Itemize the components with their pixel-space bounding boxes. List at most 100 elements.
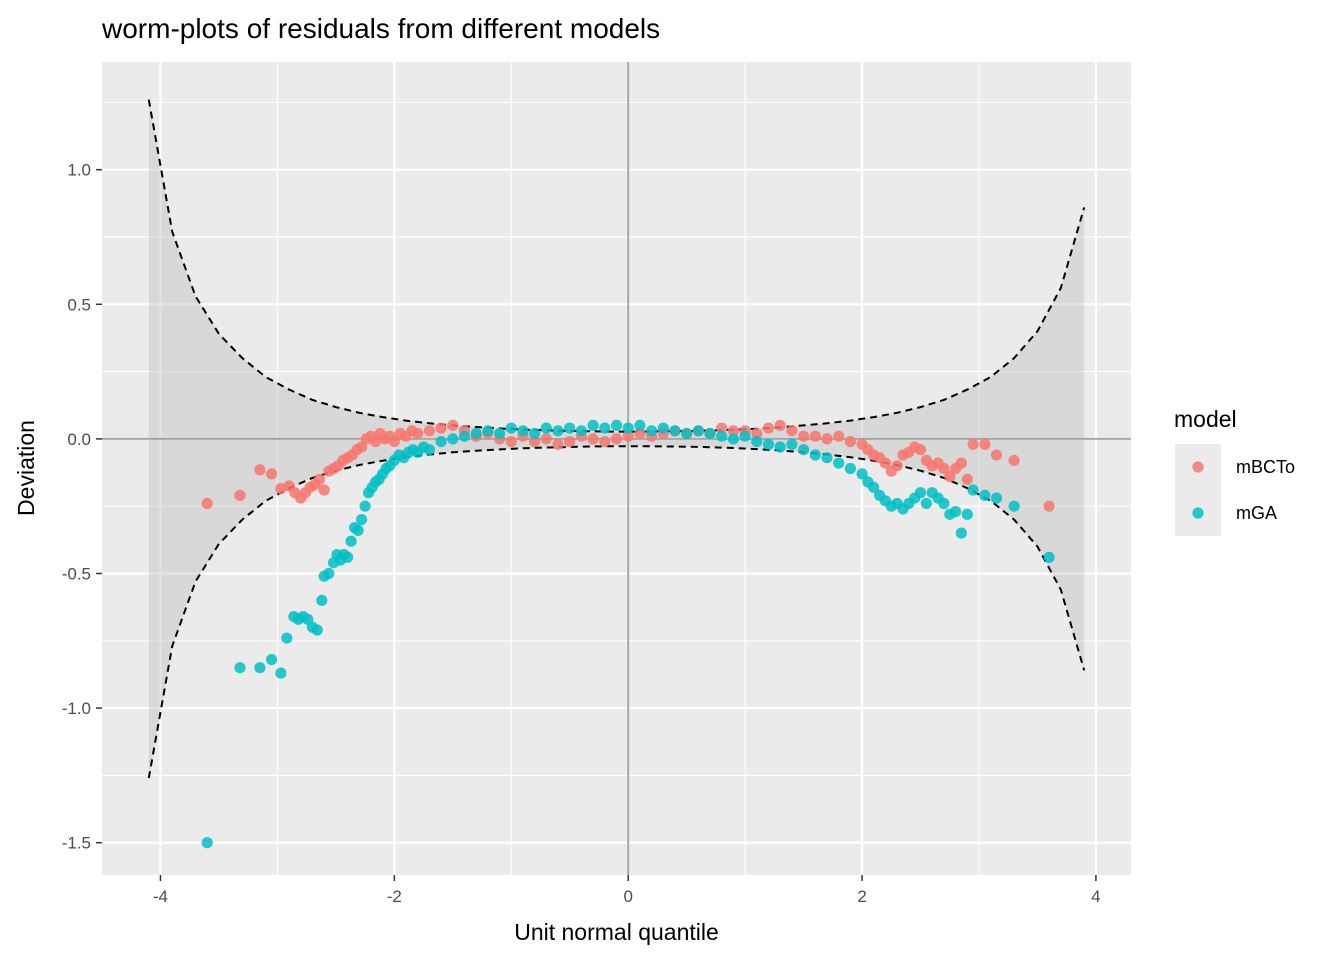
point-mBCTo-41 — [529, 436, 541, 448]
y-tick-label-0: -1.5 — [62, 834, 91, 853]
legend-item-mBCTo: mBCTo — [1175, 444, 1295, 490]
point-mGA-68 — [762, 438, 775, 450]
point-mBCTo-63 — [786, 425, 798, 437]
point-mBCTo-58 — [727, 425, 740, 437]
point-mGA-87 — [920, 497, 933, 510]
point-mBCTo-23 — [370, 436, 382, 448]
point-mGA-4 — [275, 667, 287, 679]
x-tick-label-2: 0 — [623, 887, 632, 906]
point-mBCTo-68 — [844, 436, 857, 448]
point-mBCTo-48 — [610, 433, 623, 445]
point-mBCTo-87 — [961, 473, 973, 485]
point-mGA-70 — [786, 438, 798, 450]
point-mGA-90 — [938, 497, 950, 510]
legend-item-mGA: mGA — [1175, 490, 1277, 536]
point-mGA-42 — [458, 430, 471, 442]
point-mBCTo-47 — [599, 436, 611, 448]
point-mGA-45 — [494, 427, 506, 440]
point-mGA-76 — [856, 468, 868, 480]
point-mGA-49 — [540, 422, 552, 434]
point-mBCTo-33 — [435, 422, 447, 434]
point-mGA-43 — [470, 427, 482, 440]
point-mBCTo-11 — [313, 473, 326, 485]
point-mGA-5 — [281, 632, 293, 644]
chart-title: worm-plots of residuals from different m… — [101, 13, 660, 44]
point-mBCTo-79 — [914, 444, 927, 456]
point-mGA-46 — [505, 422, 517, 434]
point-mBCTo-43 — [552, 438, 564, 450]
point-mBCTo-2 — [254, 464, 266, 476]
point-mGA-59 — [657, 422, 669, 434]
point-mGA-57 — [634, 419, 646, 431]
point-mGA-73 — [821, 452, 833, 464]
point-mGA-95 — [967, 484, 979, 496]
x-axis-title: Unit normal quantile — [514, 919, 719, 945]
point-mGA-71 — [798, 444, 810, 456]
legend-key-mGA — [1192, 507, 1204, 519]
x-tick-label-0: -4 — [153, 887, 168, 906]
y-axis-ticks: -1.5 -1.0 -0.5 0.0 0.5 1.0 — [62, 161, 102, 853]
legend-label-mBCTo: mBCTo — [1236, 457, 1295, 477]
legend-label-mGA: mGA — [1236, 503, 1277, 523]
lower-band-line — [147, 445, 1086, 779]
point-mGA-72 — [809, 449, 821, 461]
point-mBCTo-64 — [798, 430, 810, 442]
point-mGA-69 — [774, 441, 786, 453]
point-mBCTo-83 — [938, 462, 950, 475]
point-mBCTo-61 — [762, 422, 775, 434]
points-layer — [201, 419, 1055, 849]
point-mBCTo-20 — [356, 441, 368, 453]
point-mGA-58 — [646, 425, 658, 437]
point-mBCTo-46 — [587, 433, 599, 445]
point-mBCTo-67 — [833, 430, 845, 442]
upper-band-line — [147, 99, 1086, 433]
point-mGA-55 — [610, 419, 623, 431]
point-mBCTo-12 — [318, 484, 330, 496]
point-mGA-98 — [1008, 500, 1020, 512]
point-mGA-54 — [599, 422, 611, 434]
point-mGA-12 — [316, 594, 328, 607]
point-mGA-0 — [201, 837, 213, 849]
point-mBCTo-39 — [505, 436, 517, 448]
point-mBCTo-90 — [990, 449, 1003, 461]
minor-gridlines — [102, 62, 1131, 875]
y-axis-title: Deviation — [13, 420, 39, 516]
point-mGA-52 — [575, 425, 588, 437]
point-mGA-53 — [587, 419, 599, 431]
point-mGA-86 — [914, 487, 927, 499]
x-axis-ticks: -4 -2 0 2 4 — [153, 875, 1101, 906]
point-mBCTo-84 — [944, 471, 956, 483]
point-mBCTo-88 — [967, 438, 979, 450]
y-tick-label-4: 0.5 — [67, 295, 91, 314]
point-mGA-97 — [990, 492, 1003, 504]
legend: model mBCTo mGA — [1174, 406, 1295, 536]
point-mBCTo-50 — [634, 427, 646, 440]
point-mBCTo-44 — [564, 436, 576, 448]
point-mGA-11 — [311, 624, 323, 636]
point-mGA-60 — [669, 425, 681, 437]
legend-key-mBCTo — [1192, 461, 1204, 473]
point-mBCTo-89 — [979, 438, 991, 450]
point-mGA-23 — [356, 514, 368, 526]
legend-items: mBCTo mGA — [1175, 444, 1295, 536]
point-mGA-75 — [844, 462, 857, 475]
point-mGA-56 — [622, 422, 634, 434]
point-mGA-39 — [423, 444, 435, 456]
point-mGA-1 — [234, 662, 246, 674]
point-mBCTo-1 — [234, 489, 246, 501]
point-mBCTo-34 — [447, 419, 459, 431]
series-mGA — [201, 419, 1055, 849]
point-mGA-78 — [868, 481, 880, 493]
point-mGA-62 — [692, 425, 705, 437]
point-mGA-50 — [552, 425, 564, 437]
point-mBCTo-73 — [879, 457, 892, 469]
point-mBCTo-91 — [1008, 454, 1020, 466]
point-mGA-64 — [716, 430, 728, 442]
point-mBCTo-3 — [266, 468, 278, 480]
point-mGA-24 — [359, 500, 371, 512]
point-mGA-93 — [955, 527, 968, 539]
point-mBCTo-49 — [622, 430, 634, 442]
point-mGA-61 — [681, 427, 693, 440]
